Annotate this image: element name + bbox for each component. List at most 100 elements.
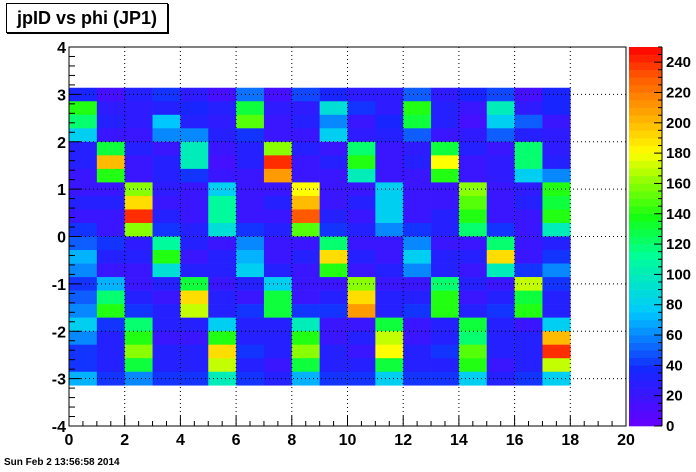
- heatmap-cell: [458, 222, 488, 237]
- heatmap-cell: [319, 114, 348, 129]
- heatmap-cell: [152, 209, 181, 224]
- heatmap-cell: [180, 155, 209, 170]
- heatmap-cell: [347, 263, 376, 278]
- x-tick-label: 6: [232, 432, 241, 449]
- heatmap-cell: [347, 250, 376, 264]
- heatmap-cell: [96, 155, 125, 170]
- palette-tick-label: 120: [666, 236, 691, 253]
- heatmap-cell: [542, 358, 571, 373]
- heatmap-cell: [319, 290, 348, 305]
- palette-band: [629, 69, 662, 78]
- heatmap-cell: [486, 128, 515, 143]
- heatmap-cell: [152, 317, 181, 332]
- heatmap-cell: [458, 168, 488, 183]
- heatmap-cell: [69, 304, 98, 318]
- heatmap-cell: [96, 114, 125, 129]
- heatmap-cell: [236, 222, 265, 237]
- palette-tick-label: 60: [666, 327, 683, 344]
- palette-tick-label: 160: [666, 175, 691, 192]
- heatmap-cell: [431, 344, 460, 359]
- heatmap-cell: [208, 222, 237, 237]
- palette-band: [629, 168, 662, 177]
- heatmap-cell: [96, 344, 125, 359]
- heatmap-cell: [208, 114, 237, 129]
- y-tick-label: -2: [52, 324, 66, 341]
- heatmap-cell: [514, 304, 543, 318]
- heatmap-cell: [236, 182, 265, 197]
- heatmap-cell: [486, 155, 515, 170]
- heatmap-cell: [96, 290, 125, 305]
- y-tick-label: 2: [57, 135, 66, 152]
- heatmap-cell: [542, 250, 571, 264]
- heatmap-cell: [124, 304, 153, 318]
- heatmap-cell: [319, 236, 348, 251]
- heatmap-cell: [69, 236, 98, 251]
- heatmap-cell: [236, 344, 265, 359]
- heatmap-cell: [263, 250, 293, 264]
- heatmap-cell: [486, 236, 515, 251]
- heatmap-cell: [542, 277, 571, 291]
- heatmap-cell: [291, 101, 320, 116]
- heatmap-cell: [263, 236, 293, 251]
- heatmap-cell: [180, 209, 209, 224]
- heatmap-cell: [486, 290, 515, 305]
- heatmap-cell: [486, 317, 515, 332]
- heatmap-cell: [236, 371, 265, 386]
- heatmap-cell: [403, 250, 432, 264]
- heatmap-cell: [236, 195, 265, 210]
- heatmap-cell: [458, 128, 488, 143]
- x-axis: 0 2 4 6 8 10 12 14 16 18 20: [65, 416, 635, 449]
- heatmap-cell: [236, 331, 265, 345]
- heatmap-cell: [347, 304, 376, 318]
- heatmap-cell: [375, 317, 404, 332]
- heatmap-cell: [69, 209, 98, 224]
- x-tick-label: 12: [394, 432, 412, 449]
- x-tick-label: 10: [339, 432, 357, 449]
- heatmap-cell: [375, 304, 404, 318]
- heatmap-cell: [431, 331, 460, 345]
- y-axis: -4 -3 -2 -1 0 1 2 3 4: [52, 40, 81, 436]
- x-tick-label: 14: [450, 432, 468, 449]
- heatmap-cell: [403, 344, 432, 359]
- heatmap-cell: [208, 128, 237, 143]
- palette-band: [629, 100, 662, 108]
- heatmap-cell: [96, 317, 125, 332]
- heatmap-cell: [152, 304, 181, 318]
- heatmap-cell: [347, 195, 376, 210]
- heatmap-cell: [152, 141, 181, 156]
- heatmap-cell: [486, 114, 515, 129]
- heatmap-cell: [180, 250, 209, 264]
- heatmap-cell: [514, 277, 543, 291]
- heatmap-cell: [542, 128, 571, 143]
- heatmap-cell: [69, 277, 98, 291]
- heatmap-cell: [124, 358, 153, 373]
- heatmap-cell: [486, 195, 515, 210]
- heatmap-cell: [263, 182, 293, 197]
- heatmap-cell: [375, 209, 404, 224]
- heatmap-cell: [458, 277, 488, 291]
- heatmap-cell: [347, 155, 376, 170]
- palette-tick-label: 40: [666, 357, 683, 374]
- palette-band: [629, 175, 662, 184]
- palette-band: [629, 84, 662, 93]
- heatmap-cell: [542, 222, 571, 237]
- heatmap-cell: [375, 101, 404, 116]
- heatmap-cell: [291, 168, 320, 183]
- heatmap-cell: [96, 236, 125, 251]
- heatmap-cell: [403, 209, 432, 224]
- palette-band: [629, 350, 662, 359]
- heatmap-cell: [69, 371, 98, 386]
- heatmap-cell: [486, 250, 515, 264]
- heatmap-cell: [152, 358, 181, 373]
- palette-band: [629, 115, 662, 124]
- heatmap-cell: [347, 114, 376, 129]
- heatmap-cell: [319, 263, 348, 278]
- heatmap-cell: [431, 263, 460, 278]
- heatmap-cell: [486, 277, 515, 291]
- palette-band: [629, 244, 662, 252]
- heatmap-cell: [69, 168, 98, 183]
- heatmap-cell: [375, 141, 404, 156]
- heatmap-cell: [291, 344, 320, 359]
- heatmap-cell: [180, 168, 209, 183]
